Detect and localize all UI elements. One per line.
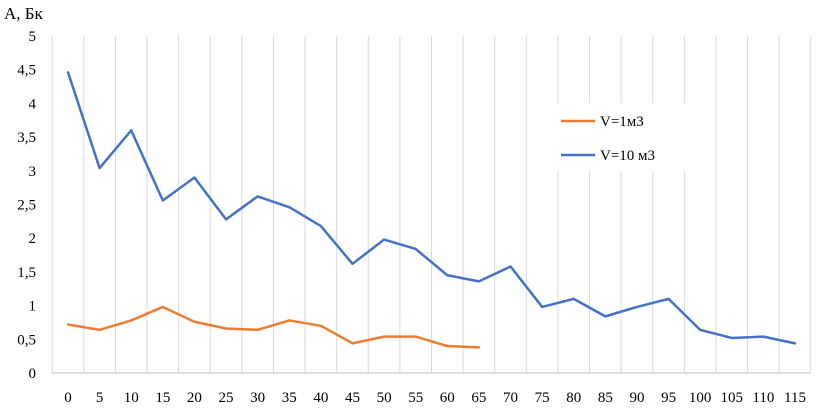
y-tick-label: 0,5 <box>17 332 36 348</box>
y-tick-label: 5 <box>29 29 37 45</box>
y-tick-label: 2,5 <box>17 198 36 214</box>
x-tick-label: 15 <box>155 390 170 406</box>
x-tick-label: 55 <box>408 390 423 406</box>
x-tick-label: 25 <box>219 390 234 406</box>
x-tick-label: 35 <box>282 390 297 406</box>
x-tick-label: 110 <box>752 390 774 406</box>
y-tick-label: 4,5 <box>17 63 36 79</box>
x-tick-label: 60 <box>440 390 455 406</box>
y-tick-label: 3 <box>29 164 37 180</box>
series-lines <box>66 71 797 349</box>
x-tick-label: 70 <box>503 390 518 406</box>
y-tick-label: 3,5 <box>17 130 36 146</box>
legend: V=1м3 V=10 м3 <box>538 103 694 171</box>
x-tick-label: 95 <box>661 390 676 406</box>
y-tick-label: 0 <box>29 366 37 382</box>
x-tick-label: 85 <box>598 390 613 406</box>
x-tick-label: 5 <box>96 390 104 406</box>
x-tick-label: 50 <box>377 390 392 406</box>
y-tick-label: 2 <box>29 231 37 247</box>
grid-lines <box>51 36 812 373</box>
x-tick-label: 30 <box>250 390 265 406</box>
x-tick-label: 45 <box>345 390 360 406</box>
x-tick-label: 80 <box>566 390 581 406</box>
x-tick-label: 40 <box>313 390 328 406</box>
x-tick-label: 10 <box>124 390 139 406</box>
x-tick-label: 20 <box>187 390 202 406</box>
legend-label-series-1: V=1м3 <box>600 114 644 130</box>
series-line-1 <box>66 305 481 349</box>
legend-label-series-2: V=10 м3 <box>600 148 655 164</box>
x-tick-label: 105 <box>721 390 744 406</box>
series-line-2 <box>66 71 797 345</box>
legend-box <box>538 103 694 171</box>
x-tick-label: 75 <box>535 390 550 406</box>
x-tick-label: 0 <box>64 390 72 406</box>
y-axis-title: A, Бк <box>4 4 44 23</box>
x-tick-label: 100 <box>689 390 712 406</box>
x-tick-label: 90 <box>629 390 644 406</box>
y-tick-label: 1 <box>29 299 37 315</box>
y-tick-label: 4 <box>29 96 37 112</box>
y-tick-label: 1,5 <box>17 265 36 281</box>
x-tick-label: 115 <box>784 390 806 406</box>
x-axis-ticks: 0 5 10 15 20 25 30 35 40 45 50 55 60 65 70 75 80 85 90 95 10… <box>64 390 806 406</box>
y-axis-ticks: 0 0,5 1 1,5 2 2,5 3 3,5 4 4,5 5 <box>17 29 36 382</box>
x-tick-label: 65 <box>471 390 486 406</box>
